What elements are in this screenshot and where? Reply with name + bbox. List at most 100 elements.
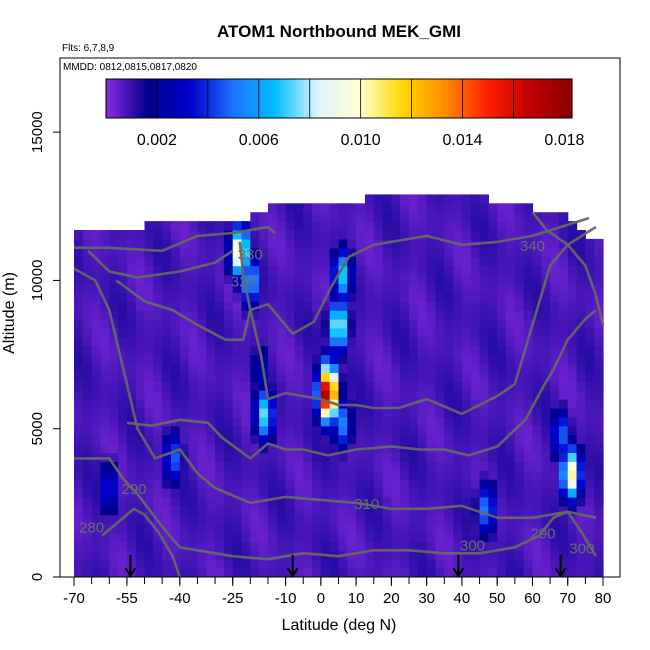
heatmap-cell bbox=[435, 488, 445, 498]
heatmap-cell bbox=[409, 425, 419, 436]
colorbar-swatch bbox=[474, 79, 480, 118]
heatmap-cell bbox=[206, 568, 216, 577]
heatmap-cell bbox=[294, 505, 304, 516]
heatmap-cell bbox=[109, 256, 119, 267]
heatmap-cell bbox=[506, 532, 516, 543]
heatmap-cell bbox=[558, 425, 569, 436]
heatmap-cell bbox=[276, 203, 287, 213]
heatmap-cell bbox=[267, 247, 278, 258]
heatmap-cell bbox=[426, 327, 437, 338]
heatmap-cell bbox=[391, 550, 401, 560]
colorbar-tick-label: 0.002 bbox=[137, 132, 177, 149]
heatmap-cell bbox=[567, 336, 578, 347]
heatmap-cell bbox=[250, 247, 260, 258]
heatmap-cell bbox=[576, 363, 586, 373]
heatmap-cell bbox=[153, 256, 163, 267]
heatmap-cell bbox=[409, 327, 419, 338]
heatmap-cell bbox=[356, 318, 366, 329]
heatmap-cell bbox=[250, 221, 260, 231]
heatmap-cell bbox=[594, 523, 604, 534]
heatmap-cell bbox=[153, 292, 163, 302]
heatmap-cell bbox=[338, 310, 348, 320]
heatmap-cell bbox=[329, 479, 340, 489]
colorbar-swatch bbox=[206, 79, 212, 118]
heatmap-cell bbox=[109, 479, 119, 489]
heatmap-cell bbox=[576, 345, 586, 356]
heatmap-cell bbox=[470, 274, 481, 284]
heatmap-cell bbox=[232, 488, 243, 498]
heatmap-cell bbox=[409, 416, 419, 427]
y-tick-label: 15000 bbox=[29, 111, 46, 153]
heatmap-cell bbox=[453, 381, 463, 391]
heatmap-cell bbox=[329, 470, 340, 480]
heatmap-cell bbox=[594, 390, 604, 400]
heatmap-cell bbox=[488, 452, 498, 462]
heatmap-cell bbox=[267, 265, 278, 276]
heatmap-cell bbox=[382, 541, 392, 551]
heatmap-cell bbox=[135, 532, 146, 543]
heatmap-cell bbox=[162, 425, 172, 436]
heatmap-cell bbox=[523, 345, 534, 356]
heatmap-cell bbox=[329, 336, 340, 347]
heatmap-cell bbox=[567, 479, 578, 489]
heatmap-cell bbox=[558, 327, 569, 338]
heatmap-cell bbox=[567, 416, 578, 427]
heatmap-cell bbox=[241, 336, 251, 347]
heatmap-cell bbox=[223, 407, 234, 418]
heatmap-cell bbox=[488, 310, 498, 320]
colorbar-swatch bbox=[168, 79, 173, 118]
heatmap-cell bbox=[558, 434, 569, 445]
heatmap-cell bbox=[276, 505, 287, 516]
heatmap-cell bbox=[444, 203, 454, 213]
heatmap-cell bbox=[417, 399, 428, 409]
colorbar-swatch bbox=[533, 79, 538, 118]
heatmap-cell bbox=[541, 434, 551, 445]
heatmap-cell bbox=[541, 461, 551, 471]
heatmap-cell bbox=[329, 407, 340, 418]
heatmap-cell bbox=[382, 336, 392, 347]
heatmap-cell bbox=[435, 541, 445, 551]
heatmap-cell bbox=[453, 496, 463, 507]
heatmap-cell bbox=[585, 327, 595, 338]
heatmap-cell bbox=[409, 407, 419, 418]
heatmap-cell bbox=[320, 443, 331, 454]
heatmap-cell bbox=[320, 505, 331, 516]
heatmap-cell bbox=[303, 327, 313, 338]
heatmap-cell bbox=[435, 310, 445, 320]
heatmap-cell bbox=[391, 336, 401, 347]
heatmap-cell bbox=[488, 461, 498, 471]
heatmap-cell bbox=[100, 434, 110, 445]
x-axis-label: Latitude (deg N) bbox=[282, 617, 397, 634]
heatmap-cell bbox=[250, 283, 260, 293]
heatmap-cell bbox=[426, 274, 437, 284]
heatmap-cell bbox=[594, 434, 604, 445]
heatmap-cell bbox=[179, 568, 190, 577]
heatmap-cell bbox=[82, 523, 93, 534]
heatmap-cell bbox=[347, 310, 357, 320]
heatmap-cell bbox=[435, 532, 445, 543]
heatmap-cell bbox=[259, 416, 269, 427]
heatmap-cell bbox=[461, 221, 472, 231]
heatmap-cell bbox=[426, 514, 437, 525]
heatmap-cell bbox=[470, 230, 481, 240]
heatmap-cell bbox=[541, 283, 551, 293]
heatmap-cell bbox=[162, 247, 172, 258]
heatmap-cell bbox=[373, 550, 384, 560]
heatmap-cell bbox=[373, 194, 384, 204]
heatmap-cell bbox=[285, 416, 296, 427]
heatmap-cell bbox=[488, 479, 498, 489]
heatmap-cell bbox=[135, 318, 146, 329]
heatmap-cell bbox=[470, 407, 481, 418]
heatmap-cell bbox=[356, 416, 366, 427]
heatmap-cell bbox=[382, 443, 392, 454]
heatmap-cell bbox=[382, 372, 392, 382]
heatmap-cell bbox=[82, 247, 93, 258]
heatmap-cell bbox=[162, 399, 172, 409]
heatmap-cell bbox=[585, 479, 595, 489]
heatmap-cell bbox=[215, 461, 225, 471]
heatmap-cell bbox=[417, 523, 428, 534]
heatmap-cell bbox=[118, 461, 128, 471]
heatmap-cell bbox=[232, 336, 243, 347]
colorbar-swatch bbox=[416, 79, 422, 118]
heatmap-cell bbox=[541, 372, 551, 382]
